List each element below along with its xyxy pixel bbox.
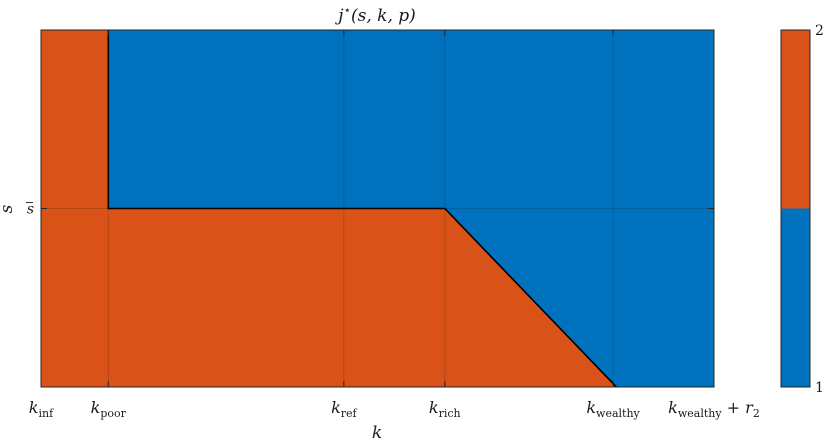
title-main: j — [334, 6, 344, 26]
colorbar-segment-1 — [781, 208, 810, 387]
decision-boundary — [107, 30, 617, 388]
colorbar-min-label: 1 — [815, 380, 824, 396]
x-axis-label: k — [372, 423, 382, 442]
colorbar-segment-2 — [781, 30, 810, 209]
y-tick-label: s — [27, 202, 34, 218]
title-star: ⋆ — [343, 3, 351, 17]
colorbar: 2 1 — [780, 23, 824, 396]
x-tick-label: kref — [331, 398, 357, 420]
title-args: (s, k, p) — [351, 6, 416, 26]
x-tick-label: kwealthy + r2 — [668, 398, 760, 420]
chart-title: j⋆(s, k, p) — [334, 3, 416, 26]
x-tick-label: kpoor — [91, 398, 127, 420]
x-tick-labels: kinf kpoor kref krich kwealthy kwealthy + r2 — [29, 398, 760, 420]
colorbar-ticks — [805, 29, 810, 388]
x-tick-label: krich — [429, 398, 461, 420]
y-tick-labels: s — [26, 202, 34, 218]
x-tick-label: kwealthy — [586, 398, 640, 420]
x-tick-label: kinf — [29, 398, 54, 420]
tick-marks — [40, 30, 715, 387]
plot-area — [40, 29, 715, 388]
colorbar-frame — [780, 29, 811, 388]
colorbar-max-label: 2 — [815, 23, 824, 39]
y-axis-label: s — [0, 204, 17, 213]
